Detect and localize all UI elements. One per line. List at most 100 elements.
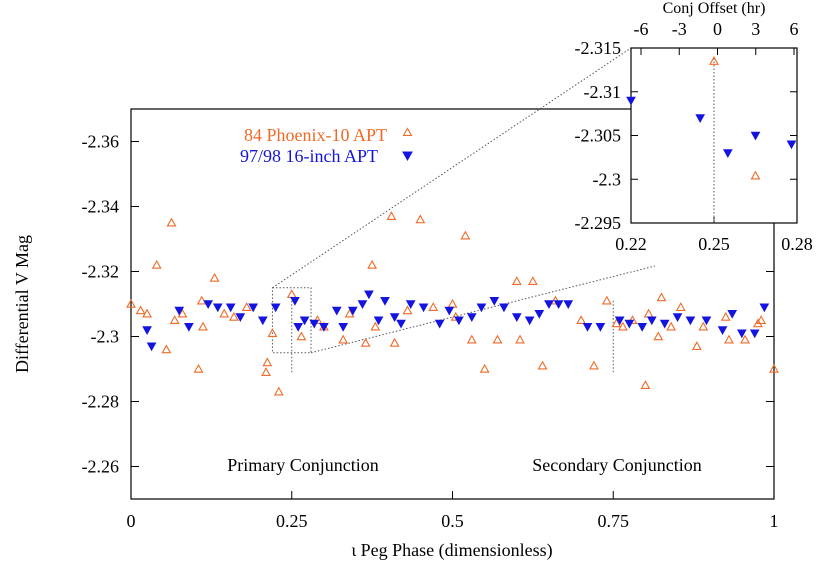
data-point-series-2 [466, 313, 477, 323]
data-point-series-2 [373, 316, 384, 326]
data-point-series-1 [515, 334, 525, 344]
zoom-guide-line [272, 47, 632, 289]
data-point-series-2 [454, 316, 464, 326]
data-point-series-2 [685, 316, 696, 326]
y-tick-label: -2.28 [82, 392, 120, 412]
data-point-series-1 [527, 276, 538, 285]
data-point-series-2 [701, 316, 712, 326]
inset-y-tick-label: -2.3 [593, 169, 622, 189]
data-point-series-1 [511, 276, 522, 285]
x-tick-label: 1 [770, 511, 779, 531]
inset-data-point-series-2 [750, 131, 761, 141]
data-point-series-1 [370, 321, 381, 331]
data-point-series-1 [428, 302, 439, 311]
data-point-series-2 [582, 323, 593, 332]
data-point-series-2 [396, 319, 406, 329]
data-point-series-1 [296, 331, 307, 341]
data-point-series-1 [460, 230, 471, 240]
data-point-series-1 [601, 295, 612, 305]
data-point-series-2 [499, 303, 509, 313]
y-tick-label: -2.32 [82, 262, 120, 282]
data-point-series-2 [257, 316, 268, 326]
data-point-series-1 [666, 321, 677, 331]
data-point-series-2 [646, 316, 657, 326]
x-axis-label: ι Peg Phase (dimensionless) [351, 540, 552, 561]
inset-data-point-series-2 [695, 114, 706, 124]
data-point-series-2 [534, 310, 545, 319]
data-point-series-1 [675, 302, 686, 311]
data-point-series-1 [698, 321, 709, 331]
data-point-series-2 [637, 323, 648, 332]
data-point-series-2 [225, 303, 236, 313]
data-point-series-2 [444, 306, 455, 316]
x-tick-label: 0 [127, 511, 136, 531]
data-point-series-2 [293, 323, 304, 332]
y-tick-label: -2.36 [82, 132, 120, 152]
data-point-series-2 [319, 323, 329, 332]
data-point-series-2 [476, 303, 487, 313]
data-point-series-2 [717, 326, 728, 336]
inset-data-points [626, 55, 797, 180]
data-point-series-1 [177, 308, 188, 318]
data-point-series-2 [290, 297, 300, 306]
data-point-series-1 [479, 363, 490, 373]
data-point-series-1 [720, 311, 731, 321]
data-point-series-1 [241, 302, 252, 311]
x-tick-label: 0.5 [441, 511, 464, 531]
data-point-series-1 [537, 360, 548, 370]
x-tick-label: 0.25 [276, 511, 308, 531]
y-axis-label: Differential V Mag [12, 235, 32, 373]
inset-top-tick-label: 3 [751, 19, 760, 39]
data-point-series-1 [193, 363, 204, 373]
data-point-series-1 [261, 367, 271, 376]
data-point-series-2 [248, 303, 259, 313]
data-point-series-2 [405, 300, 416, 310]
data-point-series-2 [357, 300, 368, 310]
data-point-series-1 [273, 386, 284, 396]
data-point-series-1 [415, 214, 426, 224]
data-point-series-2 [759, 303, 770, 313]
data-point-series-2 [184, 323, 194, 332]
inset-data-point-series-1 [709, 55, 719, 65]
data-point-series-1 [386, 211, 397, 220]
conjunction-markers [291, 300, 614, 373]
data-point-series-2 [235, 313, 246, 323]
legend-marker-series-1 [402, 127, 413, 137]
data-point-series-2 [299, 316, 310, 326]
inset-top-tick-label: -3 [672, 19, 687, 39]
data-point-series-1 [656, 292, 667, 302]
data-point-series-2 [614, 316, 625, 326]
data-point-series-1 [126, 298, 136, 308]
data-point-series-1 [151, 259, 162, 269]
data-point-series-1 [640, 380, 651, 389]
inset-top-tick-label: 6 [790, 19, 799, 39]
data-point-series-1 [360, 337, 371, 347]
data-point-series-2 [737, 329, 747, 339]
data-point-series-1 [142, 308, 153, 318]
data-point-series-1 [198, 321, 208, 331]
y-tick-label: -2.26 [82, 457, 120, 477]
data-point-series-1 [617, 321, 628, 331]
data-point-series-1 [756, 315, 767, 324]
y-tick-label: -2.3 [91, 327, 120, 347]
data-point-series-1 [135, 305, 146, 315]
data-point-series-1 [262, 357, 273, 367]
data-point-series-1 [611, 318, 622, 328]
inset-x-tick-label: 0.25 [698, 234, 730, 254]
data-point-series-1 [402, 305, 413, 315]
inset-y-tick-label: -2.315 [575, 38, 622, 58]
data-point-series-1 [466, 334, 477, 344]
annotation-label: Primary Conjunction [227, 455, 379, 475]
data-point-series-1 [724, 334, 734, 344]
data-point-series-2 [624, 319, 635, 329]
data-point-series-1 [389, 337, 400, 347]
data-point-series-2 [524, 316, 535, 326]
data-point-series-2 [212, 303, 223, 313]
main-data-points [126, 211, 779, 396]
inset-x-tick-label: 0.22 [615, 234, 647, 254]
data-point-series-1 [286, 289, 297, 298]
data-point-series-2 [749, 329, 760, 339]
data-point-series-2 [544, 300, 554, 310]
data-point-series-1 [344, 308, 355, 318]
data-point-series-2 [553, 300, 564, 310]
